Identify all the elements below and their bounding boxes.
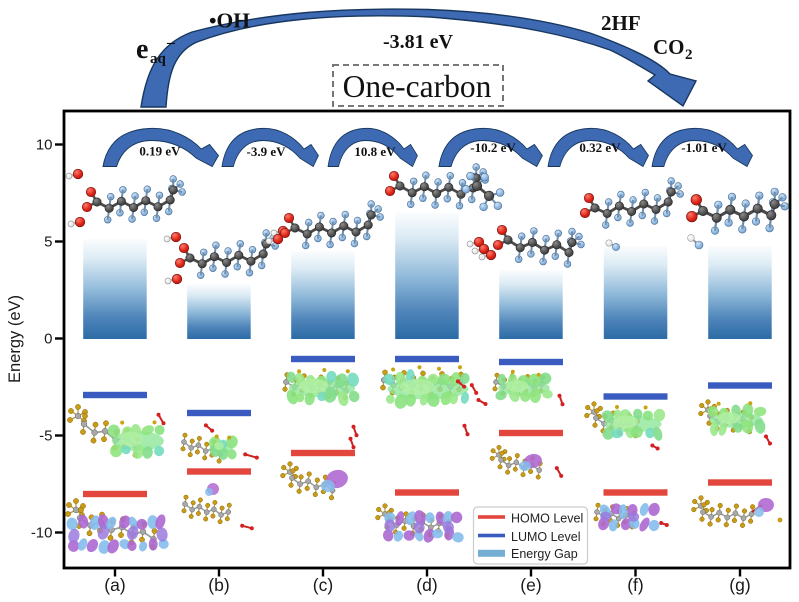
svg-text:•OH: •OH bbox=[209, 9, 250, 33]
svg-text:10.8 eV: 10.8 eV bbox=[354, 144, 396, 159]
svg-text:-3.81 eV: -3.81 eV bbox=[383, 31, 454, 53]
svg-text:0: 0 bbox=[44, 331, 52, 348]
svg-text:One-carbon: One-carbon bbox=[343, 69, 492, 104]
svg-text:aq: aq bbox=[150, 51, 167, 67]
svg-text:Energy (eV): Energy (eV) bbox=[6, 295, 24, 383]
svg-text:(a): (a) bbox=[104, 575, 125, 595]
svg-text:0.32 eV: 0.32 eV bbox=[579, 140, 621, 155]
svg-text:2: 2 bbox=[685, 47, 693, 63]
svg-text:Energy Gap: Energy Gap bbox=[511, 547, 578, 561]
svg-text:(g): (g) bbox=[729, 575, 750, 595]
svg-text:(d): (d) bbox=[416, 575, 437, 595]
svg-text:-10.2 eV: -10.2 eV bbox=[470, 140, 516, 155]
svg-text:(f): (f) bbox=[627, 575, 644, 595]
svg-text:-10: -10 bbox=[31, 525, 53, 542]
svg-text:HOMO Level: HOMO Level bbox=[511, 512, 583, 526]
svg-text:(e): (e) bbox=[520, 575, 541, 595]
svg-text:10: 10 bbox=[36, 137, 53, 154]
svg-text:LUMO Level: LUMO Level bbox=[511, 530, 580, 544]
svg-text:2HF: 2HF bbox=[601, 11, 641, 35]
svg-text:–: – bbox=[166, 34, 176, 51]
svg-text:-1.01 eV: -1.01 eV bbox=[681, 140, 727, 155]
svg-text:-5: -5 bbox=[39, 428, 52, 445]
svg-text:(b): (b) bbox=[208, 575, 229, 595]
svg-text:CO: CO bbox=[653, 35, 685, 59]
svg-text:0.19 eV: 0.19 eV bbox=[139, 144, 181, 159]
svg-text:5: 5 bbox=[44, 234, 52, 251]
svg-text:-3.9 eV: -3.9 eV bbox=[247, 144, 287, 159]
svg-text:(c): (c) bbox=[313, 575, 333, 595]
svg-text:e: e bbox=[136, 34, 148, 65]
